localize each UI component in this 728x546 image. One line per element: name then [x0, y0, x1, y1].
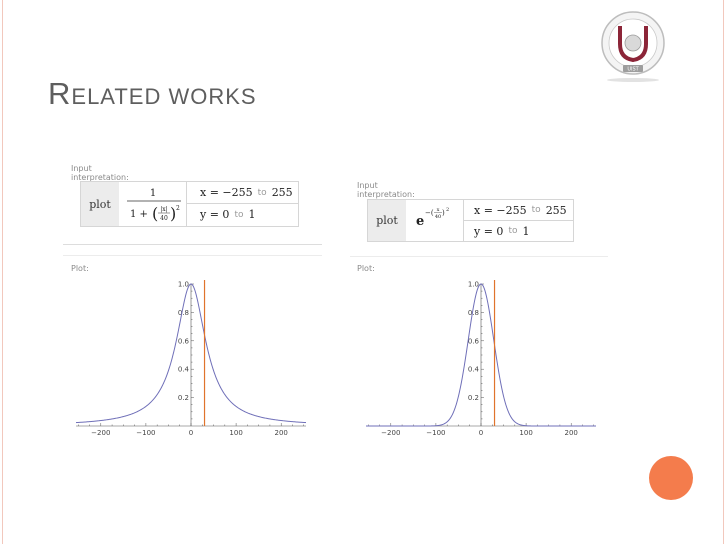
x-tick-label: −200: [381, 429, 400, 437]
x-tick-label: −200: [91, 429, 110, 437]
section-divider: [63, 244, 322, 245]
slide-title-rest: elated works: [71, 84, 257, 109]
slide-title: Related works: [48, 76, 257, 112]
y-range-start: y = 0: [474, 224, 504, 238]
formula-lorentzian: 1 1 + ( |x| 40 ) 2: [127, 188, 181, 223]
svg-text:40: 40: [435, 214, 441, 220]
svg-text:40: 40: [160, 215, 168, 222]
x-range-to: to: [257, 187, 267, 198]
y-range-to: to: [508, 226, 518, 236]
input-interpretation-label: Input interpretation:: [357, 181, 415, 199]
y-tick-label: 0.6: [468, 337, 480, 345]
x-range-start: x = −255: [200, 186, 253, 199]
svg-text:): ): [442, 209, 445, 217]
plot-word-cell: plot: [368, 200, 406, 241]
y-tick-label: 0.2: [468, 394, 479, 402]
y-range-to: to: [234, 209, 244, 220]
university-logo: UIST: [601, 11, 665, 82]
x-range-end: 255: [545, 203, 567, 217]
y-tick-label: 0.4: [468, 366, 480, 374]
cell-divider: [186, 182, 187, 226]
section-divider: [350, 256, 608, 257]
x-tick-label: 100: [229, 429, 242, 437]
svg-text:e: e: [416, 214, 424, 229]
x-tick-label: 0: [189, 429, 193, 437]
y-tick-label: 0.8: [178, 309, 189, 317]
y-tick-label: 1.0: [178, 281, 189, 289]
svg-text:2: 2: [176, 205, 180, 212]
plot-gaussian: −200 −100 0 100 200 0.2 0.4 0.6 0.8 1.0: [366, 280, 596, 437]
cell-divider: [464, 220, 574, 221]
x-tick-label: 200: [275, 429, 288, 437]
formula-gaussian: e −( x 40 ) 2: [416, 207, 449, 229]
y-range: y = 0 to 1: [200, 204, 255, 225]
plot-label: Plot:: [71, 264, 89, 273]
slide-title-initial: R: [48, 76, 72, 111]
y-range-end: 1: [522, 224, 530, 238]
x-tick-label: 200: [565, 429, 578, 437]
input-interpretation-label: Input interpretation:: [71, 164, 129, 182]
svg-text:1 +: 1 +: [130, 209, 148, 220]
y-tick-label: 0.4: [178, 366, 190, 374]
y-range-end: 1: [248, 208, 256, 221]
section-divider: [63, 255, 322, 256]
y-tick-label: 0.2: [178, 394, 189, 402]
y-tick-label: 0.6: [178, 337, 190, 345]
series-line: [75, 283, 307, 424]
cell-divider: [463, 200, 464, 241]
svg-text:|x|: |x|: [160, 206, 167, 213]
cell-divider: [187, 203, 299, 204]
svg-text:(: (: [152, 204, 158, 223]
x-range-end: 255: [271, 186, 293, 199]
decorative-orange-circle: [649, 456, 693, 500]
y-range-start: y = 0: [200, 208, 230, 221]
x-tick-label: 0: [479, 429, 483, 437]
plot-word-cell: plot: [81, 182, 119, 226]
y-tick-label: 0.8: [468, 309, 479, 317]
x-range: x = −255 to 255: [474, 200, 567, 220]
plot-label: Plot:: [357, 264, 375, 273]
y-range: y = 0 to 1: [474, 221, 529, 241]
x-tick-label: −100: [426, 429, 445, 437]
y-tick-label: 1.0: [468, 281, 479, 289]
plot-lorentzian: −200 −100 0 100 200 0.2 0.4 0.6 0.8 1.0: [75, 280, 307, 437]
svg-text:): ): [170, 204, 176, 223]
svg-text:−(: −(: [425, 209, 434, 217]
x-tick-label: −100: [136, 429, 155, 437]
x-range: x = −255 to 255: [200, 183, 293, 202]
x-range-to: to: [531, 205, 541, 215]
x-range-start: x = −255: [474, 203, 527, 217]
logo-text: UIST: [627, 67, 639, 73]
series-line: [366, 283, 596, 427]
x-tick-label: 100: [519, 429, 532, 437]
svg-text:2: 2: [446, 207, 449, 213]
svg-text:1: 1: [150, 188, 156, 199]
svg-text:x: x: [437, 207, 440, 213]
